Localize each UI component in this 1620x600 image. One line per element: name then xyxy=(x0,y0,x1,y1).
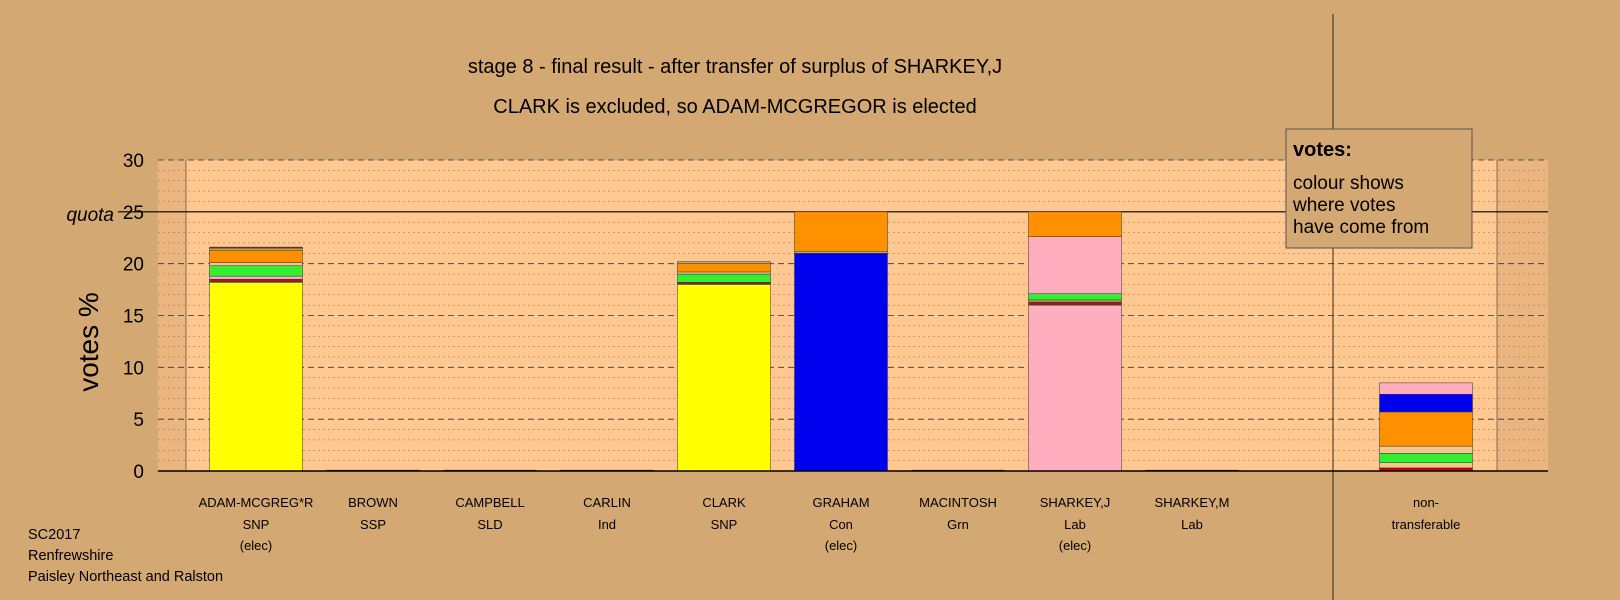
chart-subtitle: CLARK is excluded, so ADAM-MCGREGOR is e… xyxy=(493,96,977,118)
candidate-name: CLARK xyxy=(702,495,746,510)
bar-segment xyxy=(209,282,303,472)
y-tick-label: 0 xyxy=(133,462,144,483)
bar-segment xyxy=(677,261,771,264)
y-axis: 0 5 10 15 20 25 30 xyxy=(123,151,1548,483)
y-tick-label: 15 xyxy=(123,307,144,328)
legend-line: where votes xyxy=(1292,195,1395,216)
nontransferable-bar-segment xyxy=(1379,382,1473,395)
candidate-party: SNP xyxy=(711,517,738,532)
bar-segment xyxy=(794,211,888,252)
nontransferable-bar-segment xyxy=(1379,445,1473,454)
chart-title: stage 8 - final result - after transfer … xyxy=(468,56,1002,78)
bars xyxy=(209,211,1473,472)
bar-segment xyxy=(1028,236,1122,294)
footer-line: Renfrewshire xyxy=(28,548,113,564)
y-tick-label: 20 xyxy=(123,255,144,276)
candidate-party: Ind xyxy=(598,517,616,532)
candidate-name: SHARKEY,J xyxy=(1040,495,1111,510)
nontransferable-label: transferable xyxy=(1392,517,1461,532)
bar-segment xyxy=(1028,293,1122,301)
legend-frame xyxy=(1285,128,1473,249)
bar-segment xyxy=(677,263,771,273)
bar-segment xyxy=(209,262,303,266)
bar-segment xyxy=(794,250,888,254)
nontransferable-bar-segment xyxy=(1379,411,1473,447)
bar-segment xyxy=(1028,301,1122,306)
bar-segment xyxy=(209,278,303,283)
nontransferable-bar-segment xyxy=(1379,462,1473,469)
candidate-status: (elec) xyxy=(240,538,273,553)
candidate-party: SNP xyxy=(243,517,270,532)
candidate-name: BROWN xyxy=(348,495,398,510)
y-tick-label: 5 xyxy=(133,410,144,431)
bar-segment xyxy=(209,247,303,251)
bar-segment xyxy=(677,273,771,283)
legend-heading: votes: xyxy=(1293,139,1352,161)
footer: SC2017 Renfrewshire Paisley Northeast an… xyxy=(28,527,223,585)
candidate-name: CARLIN xyxy=(583,495,631,510)
nontransferable-bar-segment xyxy=(1379,453,1473,463)
bar-segment xyxy=(1028,299,1122,303)
y-axis-label: votes % xyxy=(73,292,104,392)
bar-segment xyxy=(677,282,771,285)
bar-segment xyxy=(209,246,303,249)
bar-segment xyxy=(209,275,303,280)
bar-segment xyxy=(677,271,771,275)
candidate-party: SLD xyxy=(477,517,502,532)
candidate-name: MACINTOSH xyxy=(919,495,997,510)
candidate-name: ADAM-MCGREG*R xyxy=(199,495,314,510)
footer-line: SC2017 xyxy=(28,527,80,543)
bar-segment xyxy=(1028,304,1122,472)
candidate-party: Con xyxy=(829,517,853,532)
x-axis-labels: ADAM-MCGREG*R SNP (elec) BROWN SSP CAMPBELL SL… xyxy=(199,495,1461,553)
candidate-status: (elec) xyxy=(1059,538,1092,553)
candidate-party: SSP xyxy=(360,517,386,532)
bar-segment xyxy=(1028,211,1122,237)
candidate-party: Grn xyxy=(947,517,969,532)
candidate-name: SHARKEY,M xyxy=(1155,495,1230,510)
footer-line: Paisley Northeast and Ralston xyxy=(28,569,223,585)
y-tick-label: 30 xyxy=(123,151,144,172)
bar-segment xyxy=(677,284,771,472)
candidate-name: CAMPBELL xyxy=(455,495,524,510)
candidate-status: (elec) xyxy=(825,538,858,553)
bar-segment xyxy=(794,253,888,472)
nontransferable-bar-segment xyxy=(1379,394,1473,413)
nontransferable-label: non- xyxy=(1413,495,1439,510)
candidate-party: Lab xyxy=(1064,517,1086,532)
legend-box: votes: colour shows where votes have com… xyxy=(1285,128,1473,249)
bar-segment xyxy=(209,249,303,263)
y-tick-label: 25 xyxy=(123,203,144,224)
bar-segment xyxy=(209,265,303,277)
legend-line: colour shows xyxy=(1293,173,1404,194)
candidate-name: GRAHAM xyxy=(812,495,869,510)
quota-label: quota xyxy=(66,205,114,226)
legend-line: have come from xyxy=(1293,217,1429,238)
candidate-party: Lab xyxy=(1181,517,1203,532)
y-tick-label: 10 xyxy=(123,358,144,379)
